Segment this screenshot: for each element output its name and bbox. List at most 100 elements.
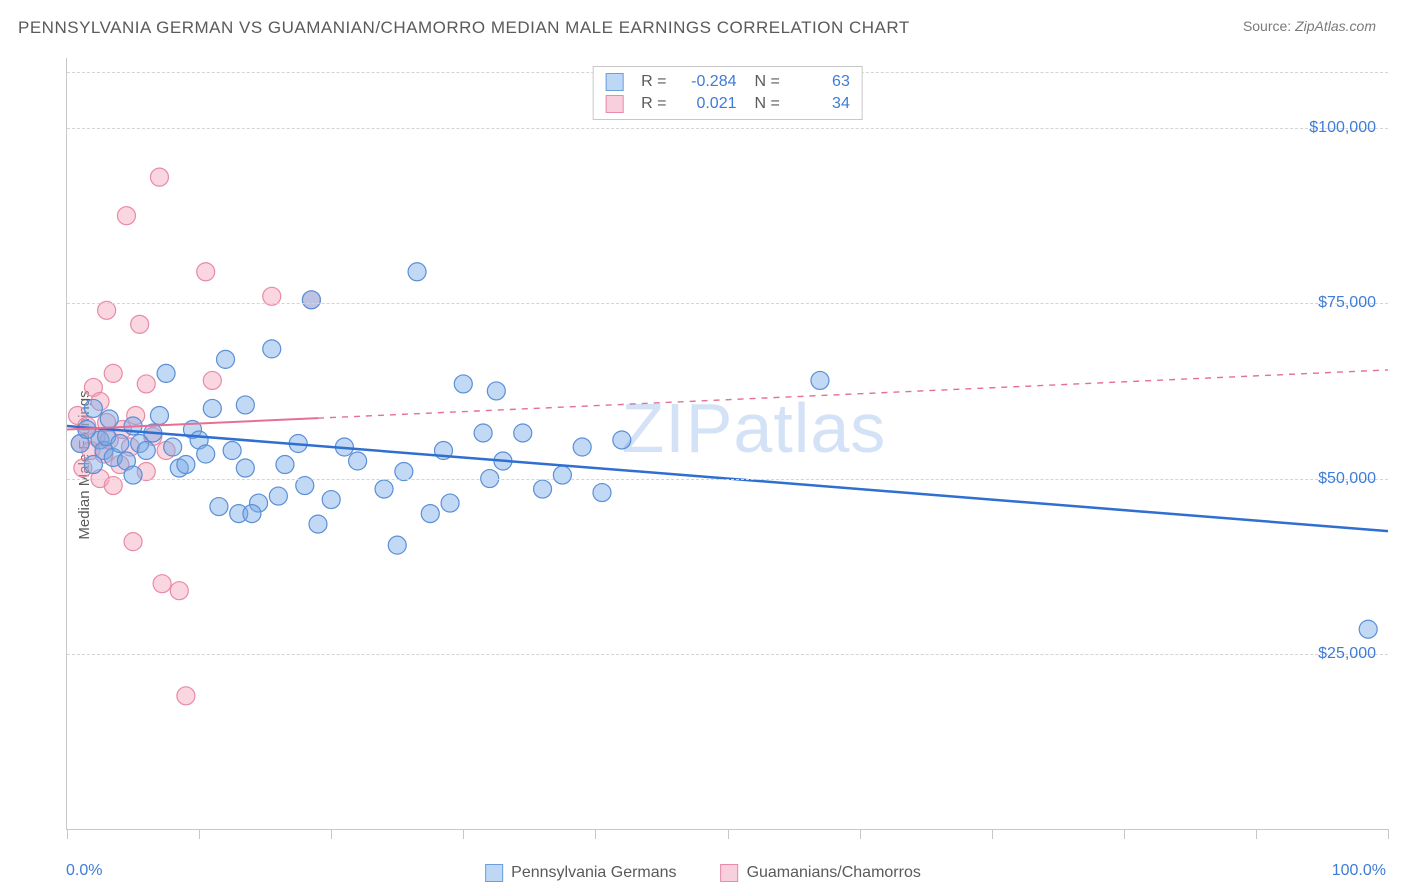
data-point-pa_germans (534, 480, 552, 498)
source-value: ZipAtlas.com (1295, 18, 1376, 34)
data-point-pa_germans (263, 340, 281, 358)
x-axis-max-label: 100.0% (1332, 862, 1386, 880)
data-point-guam (104, 364, 122, 382)
y-tick-label: $50,000 (1318, 470, 1376, 488)
x-tick (331, 829, 332, 839)
chart-container: Median Male Earnings ZIPatlas R =-0.284N… (18, 50, 1388, 880)
r-value-guam: 0.021 (677, 95, 737, 113)
legend-item-pa_germans: Pennsylvania Germans (485, 864, 676, 882)
x-axis-min-label: 0.0% (66, 862, 102, 880)
swatch-pa_germans (485, 864, 503, 882)
data-point-pa_germans (811, 371, 829, 389)
data-point-pa_germans (349, 452, 367, 470)
series-legend: Pennsylvania Germans Guamanians/Chamorros (485, 864, 921, 882)
data-point-pa_germans (613, 431, 631, 449)
y-tick-label: $75,000 (1318, 294, 1376, 312)
data-point-pa_germans (593, 484, 611, 502)
data-point-pa_germans (157, 364, 175, 382)
data-point-pa_germans (474, 424, 492, 442)
data-point-pa_germans (454, 375, 472, 393)
data-point-pa_germans (269, 487, 287, 505)
x-tick (1388, 829, 1389, 839)
data-point-pa_germans (177, 456, 195, 474)
source-label: Source: (1243, 18, 1291, 34)
legend-label-guam: Guamanians/Chamorros (747, 864, 921, 881)
gridline (67, 479, 1388, 480)
data-point-guam (170, 582, 188, 600)
source-attribution: Source: ZipAtlas.com (1243, 18, 1376, 34)
chart-title: PENNSYLVANIA GERMAN VS GUAMANIAN/CHAMORR… (18, 18, 910, 38)
data-point-guam (150, 168, 168, 186)
x-tick (1256, 829, 1257, 839)
gridline (67, 654, 1388, 655)
x-tick (1124, 829, 1125, 839)
data-point-pa_germans (322, 491, 340, 509)
data-point-guam (137, 375, 155, 393)
data-point-pa_germans (210, 498, 228, 516)
data-point-pa_germans (203, 399, 221, 417)
x-tick (860, 829, 861, 839)
r-value-pa_germans: -0.284 (677, 73, 737, 91)
n-value-guam: 34 (790, 95, 850, 113)
data-point-pa_germans (302, 291, 320, 309)
plot-area: ZIPatlas R =-0.284N =63R =0.021N =34 $25… (66, 58, 1388, 830)
x-tick (463, 829, 464, 839)
data-point-guam (203, 371, 221, 389)
data-point-pa_germans (111, 435, 129, 453)
correlation-legend: R = -0.284 N = 63 R = 0.021 N = 34 (592, 66, 863, 120)
swatch-guam (605, 95, 623, 113)
swatch-guam (721, 864, 739, 882)
data-point-pa_germans (276, 456, 294, 474)
data-point-pa_germans (309, 515, 327, 533)
x-tick (728, 829, 729, 839)
data-point-pa_germans (124, 466, 142, 484)
data-point-pa_germans (236, 396, 254, 414)
gridline (67, 303, 1388, 304)
data-point-pa_germans (408, 263, 426, 281)
data-point-pa_germans (421, 505, 439, 523)
data-point-pa_germans (100, 410, 118, 428)
r-label: R = (641, 95, 666, 113)
data-point-pa_germans (223, 442, 241, 460)
data-point-pa_germans (514, 424, 532, 442)
data-point-pa_germans (243, 505, 261, 523)
corr-row-pa_germans: R = -0.284 N = 63 (605, 71, 850, 93)
data-point-guam (177, 687, 195, 705)
data-point-pa_germans (150, 406, 168, 424)
data-point-pa_germans (573, 438, 591, 456)
n-label: N = (755, 73, 780, 91)
swatch-pa_germans (605, 73, 623, 91)
corr-row-guam: R = 0.021 N = 34 (605, 93, 850, 115)
gridline (67, 128, 1388, 129)
data-point-guam (124, 533, 142, 551)
legend-item-guam: Guamanians/Chamorros (721, 864, 921, 882)
data-point-pa_germans (441, 494, 459, 512)
y-tick-label: $100,000 (1309, 119, 1376, 137)
x-tick (199, 829, 200, 839)
trendline-guam-dashed (318, 370, 1388, 418)
data-point-pa_germans (1359, 620, 1377, 638)
r-label: R = (641, 73, 666, 91)
data-point-pa_germans (137, 442, 155, 460)
legend-label-pa_germans: Pennsylvania Germans (511, 864, 676, 881)
data-point-pa_germans (197, 445, 215, 463)
data-point-guam (131, 315, 149, 333)
data-point-guam (153, 575, 171, 593)
data-point-pa_germans (388, 536, 406, 554)
x-tick (67, 829, 68, 839)
x-tick (992, 829, 993, 839)
data-point-pa_germans (487, 382, 505, 400)
n-value-pa_germans: 63 (790, 73, 850, 91)
n-label: N = (755, 95, 780, 113)
y-tick-label: $25,000 (1318, 645, 1376, 663)
data-point-guam (117, 207, 135, 225)
data-point-pa_germans (164, 438, 182, 456)
plot-svg (67, 58, 1388, 829)
data-point-pa_germans (217, 350, 235, 368)
data-point-pa_germans (236, 459, 254, 477)
data-point-pa_germans (84, 399, 102, 417)
data-point-pa_germans (375, 480, 393, 498)
data-point-guam (197, 263, 215, 281)
x-tick (595, 829, 596, 839)
data-point-pa_germans (553, 466, 571, 484)
